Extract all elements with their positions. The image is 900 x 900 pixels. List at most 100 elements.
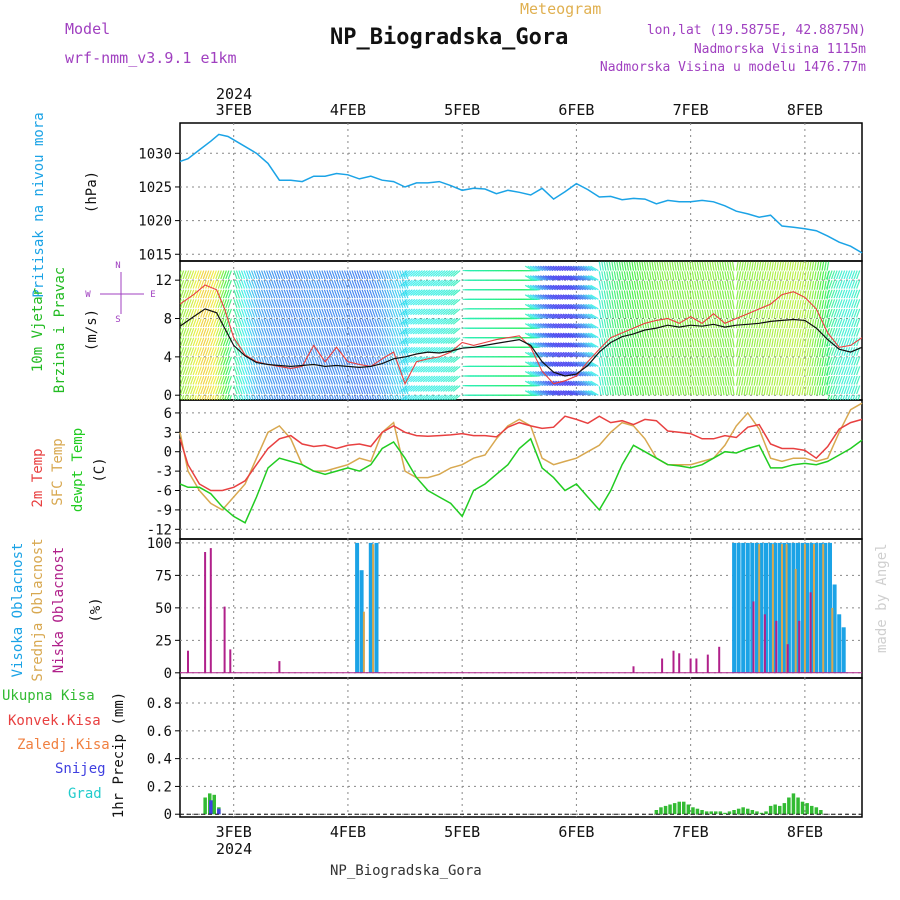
wind-barb	[798, 338, 802, 348]
wind-barb	[255, 308, 261, 318]
time-tick-label-bottom: 8FEB	[787, 823, 823, 841]
low-cloud-bar	[809, 592, 812, 673]
wind-barb	[738, 357, 742, 367]
wind-barb	[608, 328, 612, 338]
wind-barb	[706, 261, 710, 271]
wind-barb	[197, 318, 202, 328]
wind-barb	[686, 261, 690, 271]
wind-barb	[753, 386, 757, 396]
wind-barb	[255, 375, 261, 385]
wind-barb	[638, 299, 642, 310]
wind-barb	[628, 299, 632, 310]
wind-barb	[291, 375, 296, 385]
lonlat-label: lon,lat (19.5875E, 42.8875N)	[647, 23, 866, 38]
wind-barb	[701, 261, 705, 271]
wind-barb	[210, 327, 215, 337]
wind-barb	[248, 395, 252, 400]
wind-barb	[763, 290, 767, 300]
wind-barb	[704, 280, 707, 290]
wind-barb	[261, 279, 266, 289]
wind-barb	[699, 338, 702, 348]
wind-barb	[182, 279, 187, 289]
wind-barb	[180, 347, 182, 353]
wind-barb	[696, 271, 700, 281]
wind-barb	[791, 319, 794, 329]
wind-barb	[338, 375, 344, 385]
wind-barb	[186, 395, 190, 400]
wind-barb	[598, 357, 602, 367]
wind-barb	[716, 386, 720, 396]
wind-barb	[801, 309, 805, 319]
wind-barb	[781, 338, 784, 348]
wind-barb	[659, 367, 662, 377]
wind-barb	[786, 367, 789, 377]
wind-barb	[220, 270, 225, 280]
wind-barb	[185, 375, 190, 385]
wind-barb	[704, 338, 707, 348]
wind-barb	[686, 328, 690, 338]
wind-barb	[773, 357, 777, 367]
wind-barb	[686, 347, 690, 357]
wind-barb	[801, 280, 805, 290]
wind-barb	[676, 328, 680, 338]
wind-barb	[638, 271, 642, 281]
credit-label: made by Angel	[874, 543, 890, 653]
wind-barb	[278, 395, 282, 400]
wind-barb	[626, 280, 630, 290]
wind-barb	[709, 290, 713, 300]
wind-barb	[303, 375, 308, 385]
wind-barb	[293, 337, 298, 347]
wind-barb	[613, 299, 617, 310]
wind-barb	[323, 366, 329, 376]
wind-barb	[293, 270, 298, 280]
wind-barb	[641, 309, 645, 319]
wind-barb	[258, 318, 263, 328]
wind-barb	[691, 299, 695, 310]
wind-barb	[217, 375, 222, 385]
wind-barb	[268, 337, 273, 347]
wind-barb	[701, 299, 705, 310]
wind-barb	[608, 386, 612, 396]
wind-barb	[808, 309, 812, 319]
wind-barb	[321, 385, 326, 395]
wind-barb	[180, 270, 182, 276]
wind-barb	[741, 280, 744, 290]
wind-barb	[654, 328, 657, 338]
wind-barb	[811, 280, 815, 290]
wind-barb	[306, 337, 311, 347]
wind-barb	[288, 289, 293, 299]
high-cloud-bar	[741, 542, 746, 673]
wind-barb	[212, 375, 217, 385]
pressure-unit: (hPa)	[84, 171, 100, 213]
wind-barb	[631, 376, 635, 386]
wind-barb	[321, 337, 326, 347]
wind-barb	[626, 319, 630, 329]
wind-barb	[741, 367, 744, 377]
wind-barb	[735, 299, 739, 310]
wind-barb	[326, 395, 330, 400]
wind-barb	[803, 261, 807, 271]
wind-barb	[187, 347, 192, 356]
wind-barb	[806, 347, 810, 357]
wind-barb	[643, 309, 647, 319]
wind-barb	[296, 318, 301, 328]
wind-barb	[666, 367, 670, 377]
wind-barb	[268, 327, 273, 337]
wind-barb	[768, 309, 772, 319]
wind-barb	[793, 309, 797, 319]
wind-barb	[205, 299, 210, 309]
wind-barb	[696, 309, 700, 319]
wind-barb	[731, 376, 735, 386]
wind-barb	[674, 328, 677, 338]
wind-barb	[669, 319, 672, 329]
wind-barb	[313, 337, 318, 347]
wind-barb	[606, 328, 609, 338]
wind-barb	[746, 338, 749, 348]
wind-barb	[671, 357, 675, 367]
wind-barb	[308, 308, 313, 318]
wind-barb	[768, 347, 772, 357]
wind-barb	[691, 290, 695, 300]
wind-barb	[283, 299, 288, 309]
wind-barb	[180, 308, 182, 314]
wind-barb	[338, 337, 344, 347]
